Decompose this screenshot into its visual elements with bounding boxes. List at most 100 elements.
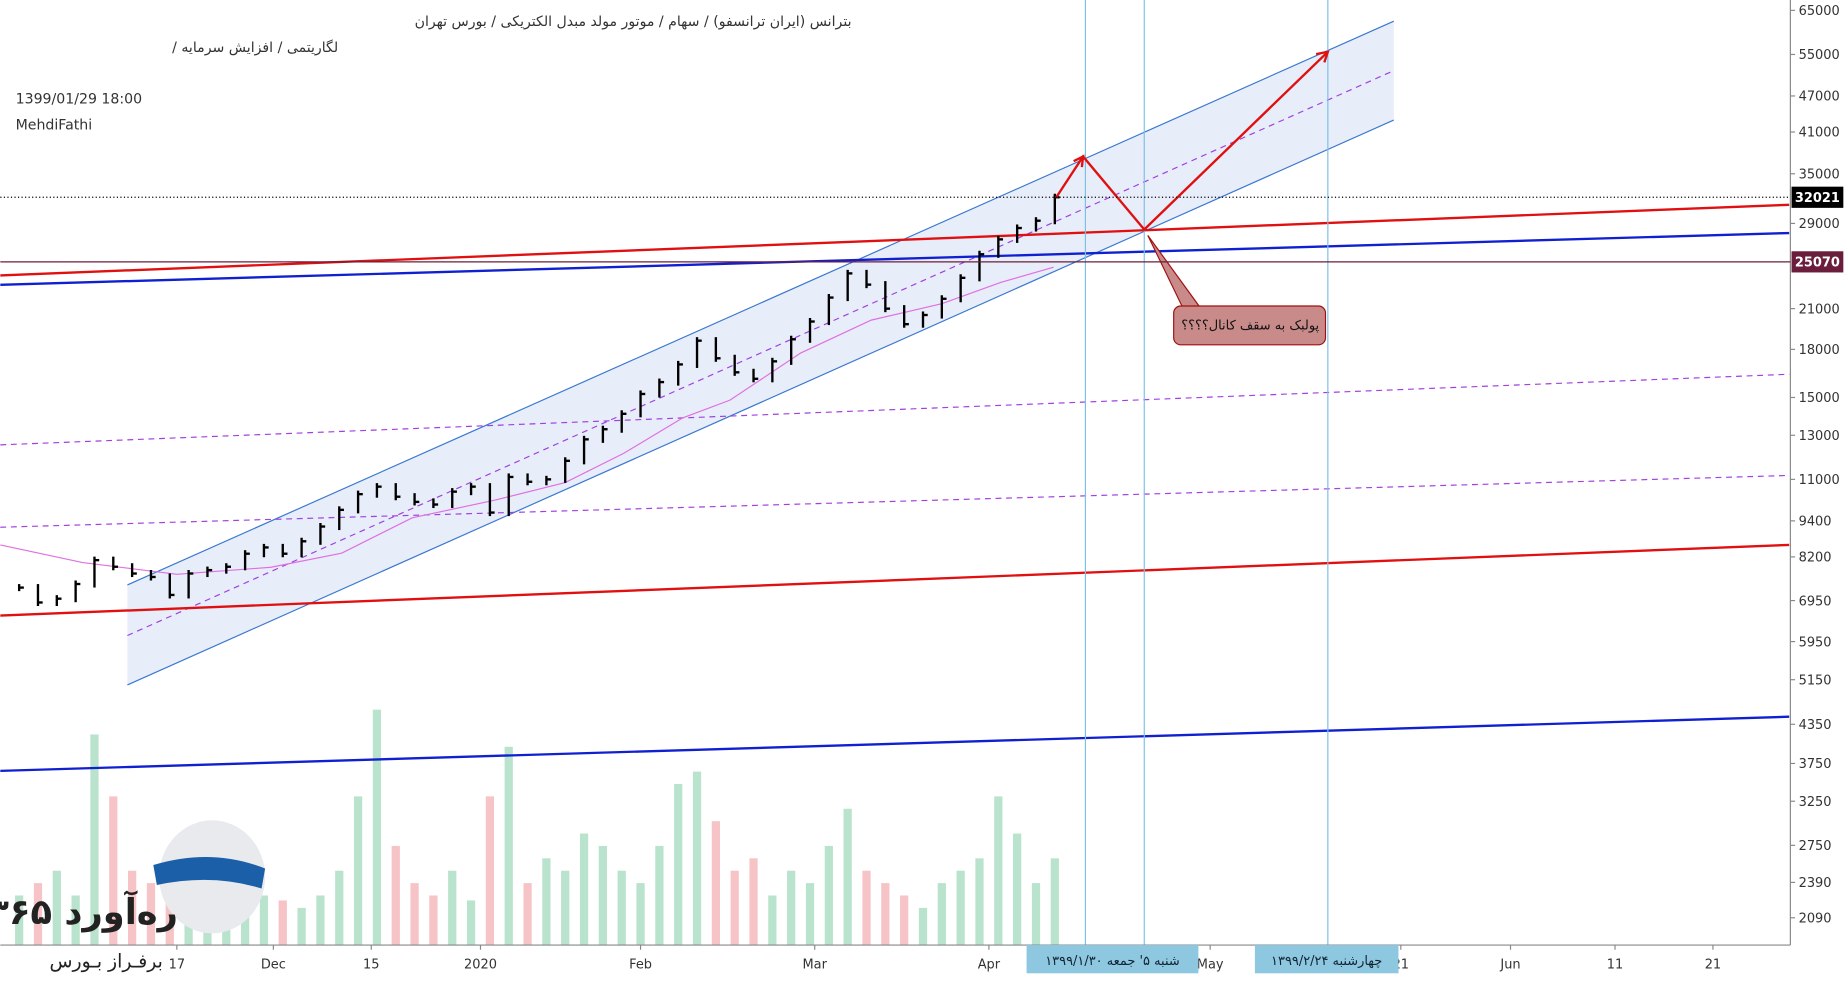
channel-mid xyxy=(127,70,1394,637)
price-bar xyxy=(413,493,420,506)
price-bar xyxy=(112,556,119,571)
volume-bar xyxy=(1013,833,1022,946)
price-bar xyxy=(262,543,269,558)
volume-bar xyxy=(617,870,626,946)
y-tick-label: 5950 xyxy=(1799,635,1832,650)
volume-bar xyxy=(805,883,815,946)
price-bar xyxy=(469,483,476,496)
volume-bar xyxy=(335,870,344,946)
x-tick-label: Jun xyxy=(1499,958,1520,973)
price-bar xyxy=(978,250,985,282)
volume-bar xyxy=(466,900,476,946)
price-bar xyxy=(733,354,740,376)
volume-bar xyxy=(749,858,758,946)
x-tick-label: 2020 xyxy=(464,958,497,973)
volume-bar xyxy=(975,858,984,946)
price-bar xyxy=(319,522,326,545)
volume-bar xyxy=(1050,858,1059,946)
date-box xyxy=(1026,945,1199,974)
volume-bar xyxy=(711,821,720,946)
y-tick-label: 35000 xyxy=(1799,167,1840,182)
volume-bar xyxy=(994,796,1003,946)
price-bar xyxy=(790,335,796,365)
volume-bar xyxy=(843,808,852,946)
price-bar xyxy=(808,317,815,343)
x-tick-label: Mar xyxy=(803,958,828,973)
y-tick-label: 55000 xyxy=(1799,48,1840,63)
price-bar xyxy=(714,337,721,362)
date-box-text: چهارشنبه ۱۳۹۹/۲/۲۴ xyxy=(1271,954,1382,969)
y-tick-label: 2090 xyxy=(1799,911,1832,926)
y-tick-label: 8200 xyxy=(1799,551,1832,566)
callout xyxy=(1173,305,1327,346)
x-tick-label: Apr xyxy=(978,958,1001,973)
volume-bar xyxy=(504,746,513,946)
price-bar xyxy=(243,550,250,571)
price-bar xyxy=(130,563,137,578)
dashed-line xyxy=(0,373,1790,446)
volume-bar xyxy=(523,883,532,946)
price-bar xyxy=(752,368,759,383)
volume-bar xyxy=(297,907,306,946)
price-bar xyxy=(338,506,344,531)
price-bar xyxy=(225,563,231,574)
price-bar xyxy=(356,490,363,514)
header-title: بترانس (ایران ترانسفو) / سهام / موتور مو… xyxy=(415,14,852,30)
price-bar xyxy=(921,311,928,328)
volume-bar xyxy=(918,907,928,946)
price-bar xyxy=(771,357,778,383)
volume-bar xyxy=(768,895,777,946)
plot-area: پولبک به سقف کانال؟؟؟؟ xyxy=(0,0,1790,946)
price-bar xyxy=(168,573,175,599)
volume-bar xyxy=(937,883,946,946)
x-tick-label: 15 xyxy=(363,958,379,973)
price-label: 32021 xyxy=(1795,191,1840,206)
x-tick-label: Dec xyxy=(261,958,286,973)
y-tick-label: 29000 xyxy=(1799,217,1840,232)
price-bar xyxy=(601,425,608,443)
volume-bar xyxy=(448,870,457,946)
volume-bar xyxy=(655,845,664,946)
y-tick-label: 2390 xyxy=(1799,876,1832,891)
trend-line xyxy=(0,543,1790,617)
callout-text: پولبک به سقف کانال؟؟؟؟ xyxy=(1181,319,1319,334)
price-bar xyxy=(997,235,1004,258)
price-bar xyxy=(55,595,62,607)
date-box xyxy=(1254,945,1399,974)
volume-bar xyxy=(862,870,871,946)
arrow-head xyxy=(1073,154,1085,168)
price-bar xyxy=(639,390,646,418)
channel-top xyxy=(127,20,1394,586)
logo-tagline: برفـراز بـورس xyxy=(50,951,163,972)
logo-name: ره‌آورد ۳۶۵ xyxy=(0,890,178,933)
price-bar xyxy=(17,584,24,592)
moving-average xyxy=(0,266,1054,575)
price-bar xyxy=(281,543,288,558)
volume-bar xyxy=(692,771,702,946)
y-tick-label: 9400 xyxy=(1799,515,1832,530)
price-bar xyxy=(149,569,156,581)
volume-bar xyxy=(485,796,495,946)
axes: 65000 55000 47000 41000 35000 29000 21000 18000… xyxy=(0,4,1844,973)
y-tick-label: 3250 xyxy=(1799,795,1832,810)
price-bar xyxy=(526,473,533,486)
x-tick-label: Feb xyxy=(629,958,652,973)
price-bar xyxy=(187,569,194,599)
volume-bar xyxy=(787,870,796,946)
volume-bar xyxy=(636,883,645,946)
price-bar xyxy=(1015,224,1022,243)
header-datetime: 1399/01/29 18:00 xyxy=(16,92,142,108)
y-tick-label: 18000 xyxy=(1799,343,1840,358)
volume-bar xyxy=(165,895,174,946)
volume-bar xyxy=(410,883,419,946)
price-bar xyxy=(507,473,514,517)
trend-line xyxy=(0,203,1790,277)
price-bar xyxy=(940,295,947,319)
price-bar xyxy=(36,584,43,607)
y-tick-label: 65000 xyxy=(1799,4,1840,19)
price-bar xyxy=(394,483,401,501)
projection-arrow xyxy=(1055,50,1329,232)
price-bar xyxy=(582,435,589,465)
y-axis-bg xyxy=(1791,0,1846,978)
